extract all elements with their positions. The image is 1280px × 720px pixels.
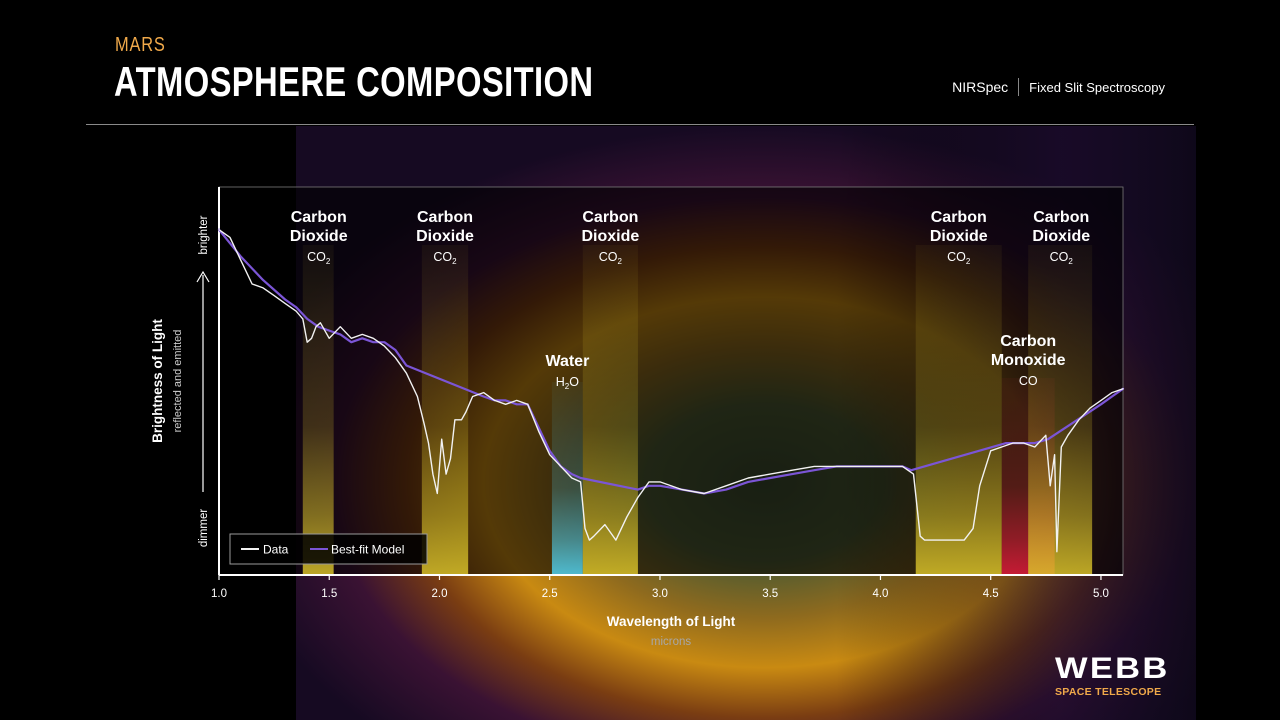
formula-main: CO [599,250,618,264]
band-formula: CO2 [307,250,331,266]
x-tick-label: 3.0 [652,588,668,600]
band-molecule-name: Dioxide [290,228,348,245]
band-formula: H2O [556,375,579,391]
formula-main: CO [947,250,966,264]
webb-logo-subtitle: SPACE TELESCOPE [1055,686,1162,698]
formula-subscript: 2 [452,257,457,266]
band-molecule-name: Carbon [291,209,347,226]
band-molecule-name: Water [545,353,589,370]
formula-subscript: 2 [618,257,623,266]
chart-legend: Data Best-fit Model [229,533,428,565]
formula-main: CO [1019,374,1038,388]
x-tick-label: 2.0 [431,588,447,600]
formula-subscript: 2 [326,257,331,266]
absorption-band-co2 [1028,245,1093,575]
formula-main: CO [433,250,452,264]
y-axis-arrow-head [196,270,210,283]
formula-main: CO [307,250,326,264]
series-line-data [218,228,1124,553]
y-axis-title: Brightness of Light [150,319,165,443]
webb-logo-wordmark: WEBB [1055,652,1170,685]
y-axis-bottom-label: dimmer [198,509,210,548]
band-molecule-name: Carbon [1033,209,1089,226]
formula-subscript: 2 [966,257,971,266]
band-label-co2: Carbon Dioxide CO2 [290,209,348,266]
band-formula: CO2 [599,250,623,266]
x-tick-label: 2.5 [542,588,558,600]
band-label-co2: Carbon Dioxide CO2 [581,209,639,266]
formula-main: H [556,375,565,389]
band-molecule-name: Carbon [582,209,638,226]
instrument-name: NIRSpec [952,79,1009,95]
formula-subscript: 2 [565,382,570,391]
band-label-co2: Carbon Dioxide CO2 [930,209,988,266]
x-tick-label: 4.0 [872,588,888,600]
legend-box [229,533,428,565]
absorption-band-water [551,382,583,575]
absorption-band-co2 [302,245,334,575]
planet-kicker: MARS [115,34,166,56]
formula-tail: O [569,375,579,389]
formula-subscript: 2 [1068,257,1073,266]
band-formula: CO2 [433,250,457,266]
x-tick-label: 1.0 [211,588,227,600]
band-molecule-name: Carbon [931,209,987,226]
absorption-band-co2 [915,245,1002,575]
band-label-co2: Carbon Dioxide CO2 [416,209,474,266]
x-tick-label: 3.5 [762,588,778,600]
x-tick-label: 1.5 [321,588,337,600]
legend-label-model: Best-fit Model [331,543,404,557]
x-tick-label: 4.5 [983,588,999,600]
band-molecule-name: Carbon [417,209,473,226]
band-molecule-name: Dioxide [1032,228,1090,245]
band-molecule-name: Dioxide [416,228,474,245]
y-axis-top-label: brighter [198,215,210,254]
x-tick-label: 5.0 [1093,588,1109,600]
band-label-co2: Carbon Dioxide CO2 [1032,209,1090,266]
x-axis-unit: microns [651,636,692,648]
band-molecule-name: Carbon [1000,333,1056,350]
y-axis-subtitle: reflected and emitted [172,330,184,433]
band-label-water: Water H2O [545,353,589,391]
header-rule [86,124,1194,125]
band-molecule-name: Dioxide [581,228,639,245]
legend-label-data: Data [263,543,289,557]
x-axis-title: Wavelength of Light [607,614,736,629]
instrument-divider [1018,78,1020,96]
absorption-band-co2 [421,245,469,575]
instrument-mode: Fixed Slit Spectroscopy [1029,79,1165,95]
band-formula: CO [1019,374,1038,388]
formula-main: CO [1050,250,1069,264]
band-label-co: Carbon Monoxide CO [991,333,1066,388]
webb-logo: WEBB SPACE TELESCOPE [1055,654,1167,699]
band-formula: CO2 [947,250,971,266]
instrument-info: NIRSpec Fixed Slit Spectroscopy [952,78,1165,96]
band-formula: CO2 [1050,250,1074,266]
absorption-band-co2 [582,245,638,575]
band-molecule-name: Monoxide [991,352,1066,369]
band-molecule-name: Dioxide [930,228,988,245]
page-title: ATMOSPHERE COMPOSITION [114,58,594,105]
